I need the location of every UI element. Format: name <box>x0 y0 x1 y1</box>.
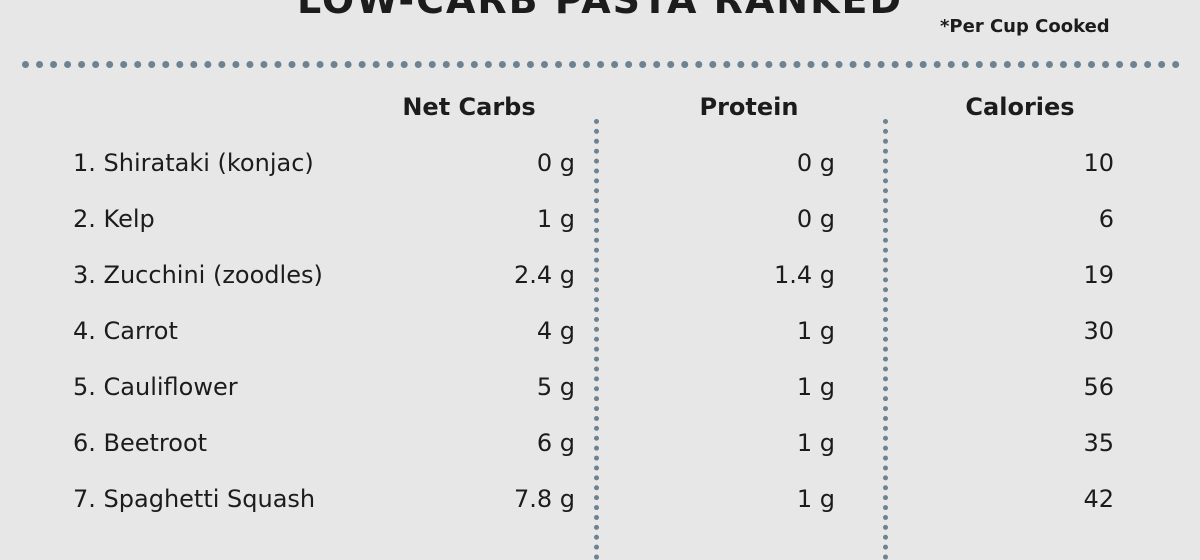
pasta-name: 5. Cauliflower <box>73 373 238 401</box>
page-title: LOW-CARB PASTA RANKED <box>296 0 904 22</box>
column-divider-carbs-protein <box>594 119 599 560</box>
protein-value: 0 g <box>796 205 835 233</box>
calories-value: 6 <box>1098 205 1114 233</box>
pasta-name: 7. Spaghetti Squash <box>73 485 316 513</box>
column-divider-protein-calories <box>883 119 888 560</box>
protein-value: 1 g <box>796 373 835 401</box>
calories-value: 56 <box>1083 373 1114 401</box>
protein-value: 0 g <box>796 149 835 177</box>
calories-value: 30 <box>1083 317 1114 345</box>
column-header-calories: Calories <box>965 93 1075 121</box>
pasta-name: 6. Beetroot <box>73 429 208 457</box>
pasta-name: 4. Carrot <box>73 317 178 345</box>
table-row: 2. Kelp 1 g 0 g 6 <box>0 203 1200 243</box>
calories-value: 19 <box>1083 261 1114 289</box>
calories-value: 10 <box>1083 149 1114 177</box>
column-header-net-carbs: Net Carbs <box>402 93 536 121</box>
table-row: 3. Zucchini (zoodles) 2.4 g 1.4 g 19 <box>0 259 1200 299</box>
protein-value: 1 g <box>796 429 835 457</box>
header-divider <box>22 61 1180 68</box>
pasta-name: 3. Zucchini (zoodles) <box>73 261 323 289</box>
table-row: 6. Beetroot 6 g 1 g 35 <box>0 427 1200 467</box>
protein-value: 1.4 g <box>773 261 835 289</box>
table-row: 7. Spaghetti Squash 7.8 g 1 g 42 <box>0 483 1200 523</box>
net-carbs-value: 0 g <box>536 149 575 177</box>
serving-note: *Per Cup Cooked <box>940 16 1110 37</box>
net-carbs-value: 4 g <box>536 317 575 345</box>
net-carbs-value: 1 g <box>536 205 575 233</box>
net-carbs-value: 7.8 g <box>513 485 575 513</box>
net-carbs-value: 5 g <box>536 373 575 401</box>
protein-value: 1 g <box>796 317 835 345</box>
table-row: 1. Shirataki (konjac) 0 g 0 g 10 <box>0 147 1200 187</box>
pasta-name: 2. Kelp <box>73 205 155 233</box>
table-row: 5. Cauliflower 5 g 1 g 56 <box>0 371 1200 411</box>
net-carbs-value: 6 g <box>536 429 575 457</box>
column-header-protein: Protein <box>699 93 799 121</box>
protein-value: 1 g <box>796 485 835 513</box>
table-row: 4. Carrot 4 g 1 g 30 <box>0 315 1200 355</box>
net-carbs-value: 2.4 g <box>513 261 575 289</box>
pasta-name: 1. Shirataki (konjac) <box>73 149 314 177</box>
calories-value: 42 <box>1083 485 1114 513</box>
calories-value: 35 <box>1083 429 1114 457</box>
